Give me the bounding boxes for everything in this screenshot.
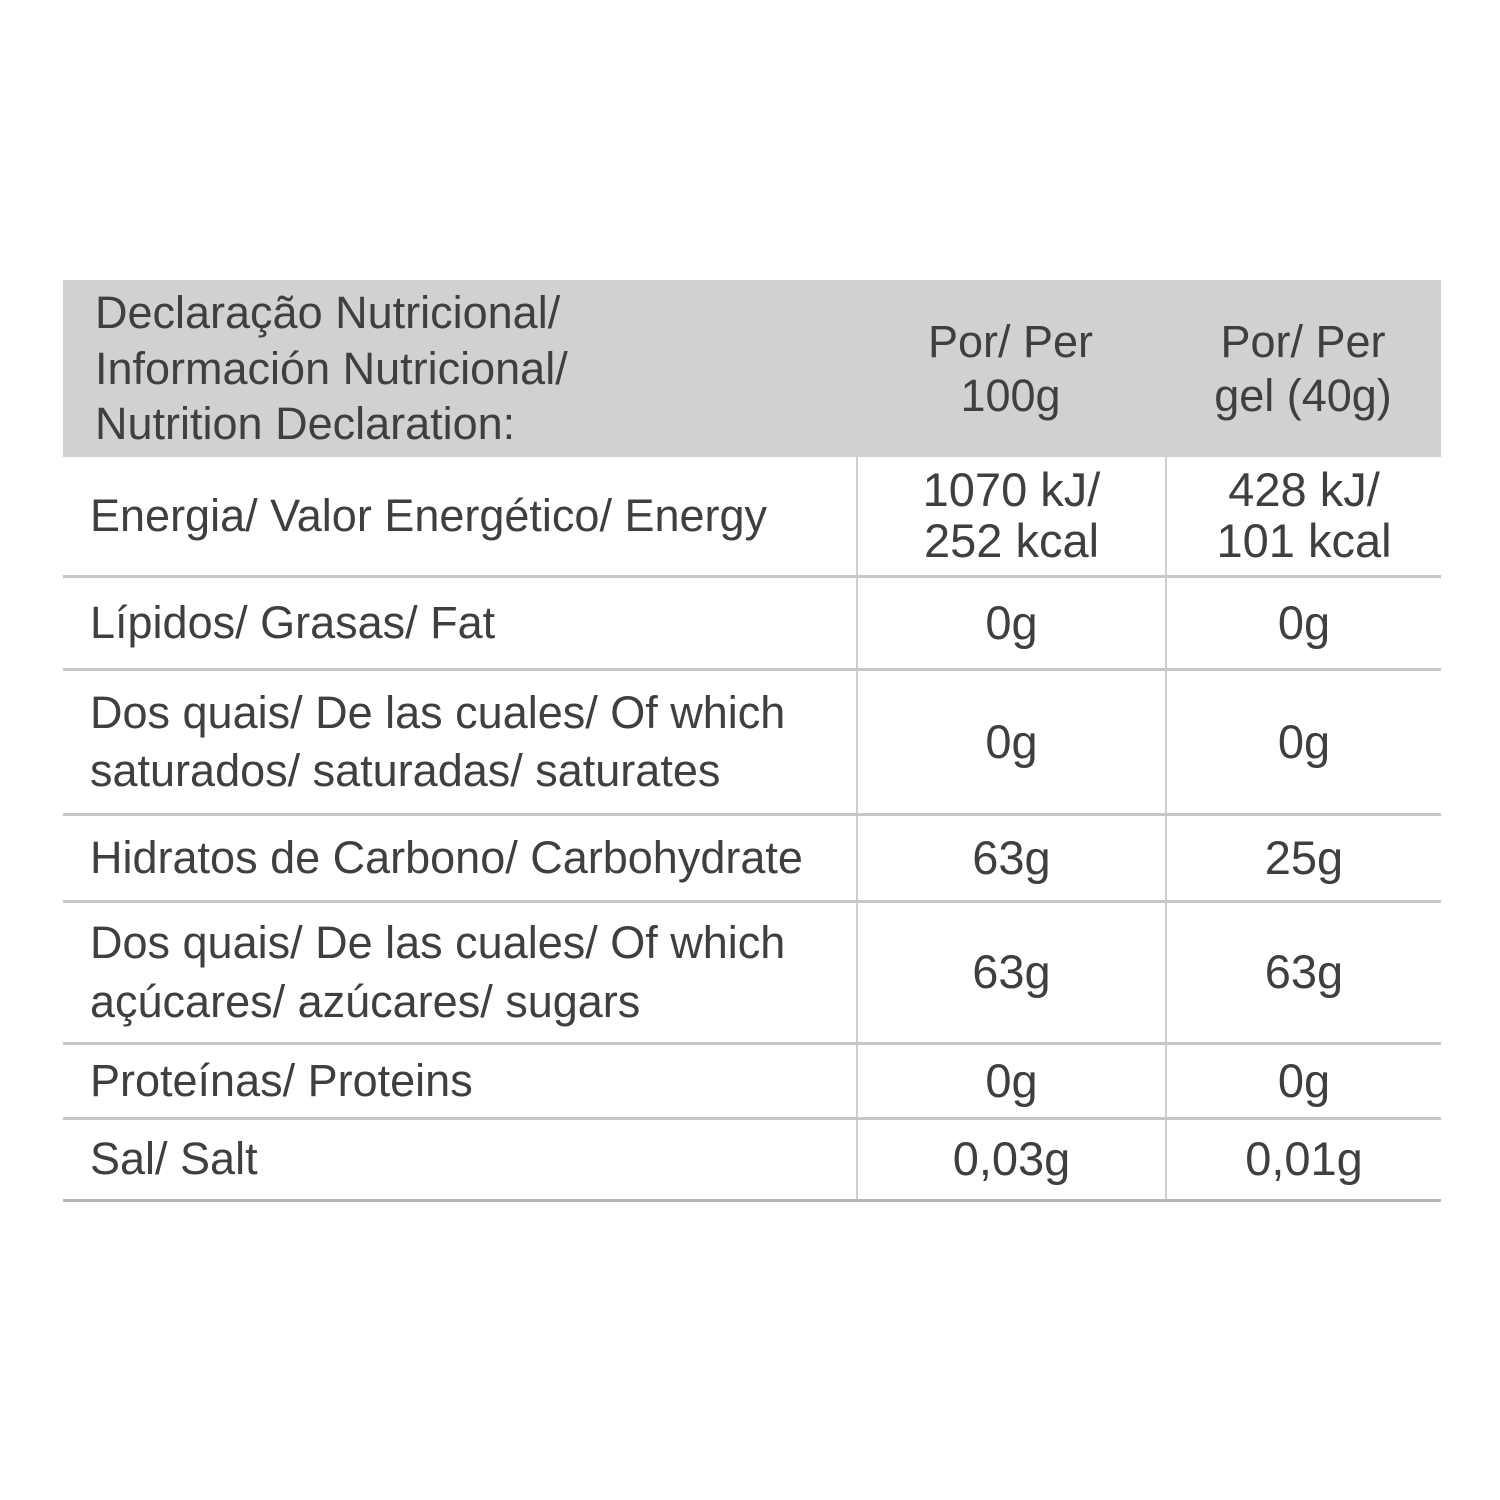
value-per-gel: 0g <box>1165 1045 1441 1117</box>
row-label: Dos quais/ De las cuales/ Of which satur… <box>90 686 786 797</box>
value-per-100g: 63g <box>856 816 1165 900</box>
value-per-100g: 63g <box>856 903 1165 1042</box>
value-per-100g: 0g <box>856 671 1165 813</box>
value-per-gel: 63g <box>1165 903 1441 1042</box>
value-per-100g: 0g <box>856 578 1165 668</box>
value-per-100g: 0g <box>856 1045 1165 1117</box>
value-per-gel: 0g <box>1165 578 1441 668</box>
row-label: Energia/ Valor Energético/ Energy <box>90 489 768 541</box>
column-header-per-gel: Por/ Per gel (40g) <box>1214 315 1392 421</box>
table-row-saturates: Dos quais/ De las cuales/ Of which satur… <box>63 671 1441 816</box>
nutrition-declaration-table: Declaração Nutricional/ Información Nutr… <box>63 280 1441 1202</box>
table-row-fat: Lípidos/ Grasas/ Fat 0g 0g <box>63 578 1441 671</box>
table-row-sugars: Dos quais/ De las cuales/ Of which açúca… <box>63 903 1441 1045</box>
table-header-row: Declaração Nutricional/ Información Nutr… <box>63 280 1441 457</box>
table-row-carbohydrate: Hidratos de Carbono/ Carbohydrate 63g 25… <box>63 816 1441 903</box>
value-per-gel: 428 kJ/ 101 kcal <box>1165 457 1441 575</box>
row-label: Hidratos de Carbono/ Carbohydrate <box>90 831 803 883</box>
table-row-energy: Energia/ Valor Energético/ Energy 1070 k… <box>63 457 1441 578</box>
row-label: Lípidos/ Grasas/ Fat <box>90 596 496 648</box>
value-per-100g: 0,03g <box>856 1120 1165 1199</box>
row-label: Dos quais/ De las cuales/ Of which açúca… <box>90 917 786 1027</box>
table-row-proteins: Proteínas/ Proteins 0g 0g <box>63 1045 1441 1120</box>
table-title: Declaração Nutricional/ Información Nutr… <box>95 287 568 450</box>
table-row-salt: Sal/ Salt 0,03g 0,01g <box>63 1120 1441 1202</box>
row-label: Proteínas/ Proteins <box>90 1054 473 1106</box>
row-label: Sal/ Salt <box>90 1133 258 1185</box>
value-per-100g: 1070 kJ/ 252 kcal <box>856 457 1165 575</box>
value-per-gel: 25g <box>1165 816 1441 900</box>
column-header-per-100g: Por/ Per 100g <box>927 315 1094 421</box>
value-per-gel: 0g <box>1165 671 1441 813</box>
value-per-gel: 0,01g <box>1165 1120 1441 1199</box>
